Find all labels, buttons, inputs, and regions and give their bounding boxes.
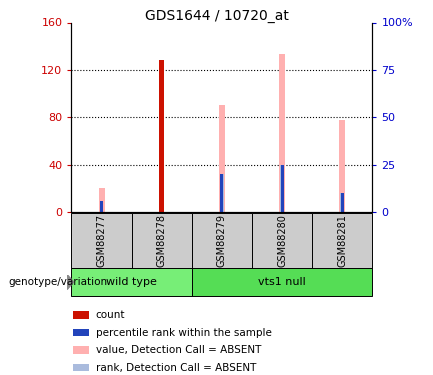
Bar [159,60,164,212]
FancyBboxPatch shape [132,213,192,268]
Bar [160,168,164,212]
FancyBboxPatch shape [192,213,252,268]
Bar [73,346,89,354]
FancyBboxPatch shape [192,268,372,296]
Text: percentile rank within the sample: percentile rank within the sample [96,328,271,338]
Bar [280,165,284,212]
Polygon shape [67,274,74,290]
Text: value, Detection Call = ABSENT: value, Detection Call = ABSENT [96,345,261,355]
Bar [73,364,89,371]
Bar [220,174,224,212]
Text: wild type: wild type [106,277,157,287]
Text: vts1 null: vts1 null [258,277,306,287]
Text: GSM88278: GSM88278 [157,214,167,267]
Text: genotype/variation: genotype/variation [9,277,108,287]
Text: GSM88277: GSM88277 [97,214,107,267]
Bar [99,188,104,212]
FancyBboxPatch shape [71,213,132,268]
Bar [100,201,103,212]
FancyBboxPatch shape [312,213,372,268]
Text: GDS1644 / 10720_at: GDS1644 / 10720_at [145,9,288,23]
Text: GSM88279: GSM88279 [217,214,227,267]
Bar [341,193,344,212]
Bar [340,193,344,212]
FancyBboxPatch shape [252,213,312,268]
Bar [73,329,89,336]
Bar [281,165,284,212]
Text: GSM88280: GSM88280 [277,214,287,267]
Text: GSM88281: GSM88281 [337,214,347,267]
Text: rank, Detection Call = ABSENT: rank, Detection Call = ABSENT [96,363,256,373]
FancyBboxPatch shape [71,268,192,296]
Bar [73,311,89,319]
Text: count: count [96,310,125,320]
Bar [339,120,345,212]
Bar [220,174,223,212]
Bar [279,54,285,212]
Bar [219,105,225,212]
